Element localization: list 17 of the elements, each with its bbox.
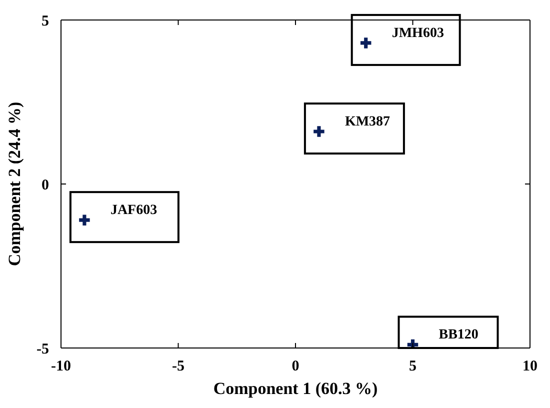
y-tick-label: -5 (36, 341, 49, 358)
x-tick-label: 5 (409, 358, 416, 375)
x-tick-label: 0 (292, 358, 300, 375)
annotation: JMH603 (392, 26, 444, 41)
y-axis-title: Component 2 (24.4 %) (5, 102, 24, 266)
y-tick-label: 0 (42, 177, 49, 194)
point (360, 38, 372, 48)
x-tick-label: 10 (522, 358, 538, 375)
x-axis-title: Component 1 (60.3 %) (213, 379, 378, 398)
point (314, 126, 324, 137)
x-tick-label: -5 (172, 358, 184, 375)
annotation: KM387 (344, 114, 390, 130)
annotation: JAF603 (110, 203, 158, 218)
x-tick-label: -10 (51, 358, 71, 375)
annotation: BB120 (438, 328, 478, 343)
point (79, 214, 90, 226)
y-tick-label: 5 (42, 13, 49, 30)
